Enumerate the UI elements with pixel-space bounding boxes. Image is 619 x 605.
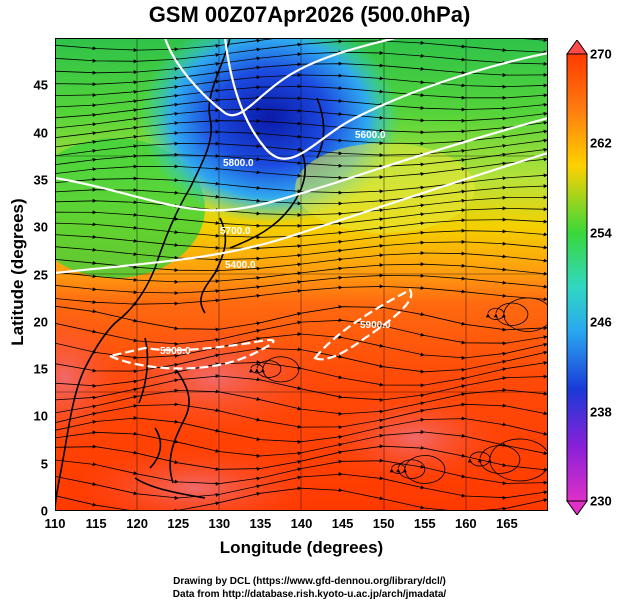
y-tick-label: 15 — [33, 361, 48, 377]
contour-label: 5900.0 — [160, 346, 191, 357]
x-tick-label: 110 — [44, 516, 66, 531]
streamline — [55, 284, 548, 307]
streamline — [493, 302, 529, 326]
streamline — [501, 297, 548, 332]
colorbar-tick-label: 254 — [590, 225, 612, 241]
credit-dcl: Drawing by DCL (https://www.gfd-dennou.o… — [173, 576, 446, 587]
contour-label: 5800.0 — [223, 158, 254, 169]
streamline — [254, 360, 282, 378]
x-axis-label: Longitude (degrees) — [219, 538, 384, 557]
colorbar-tick-label: 270 — [590, 46, 612, 62]
y-axis-label: Latitude (degrees) — [8, 198, 27, 346]
contour-label: 5400.0 — [225, 260, 256, 271]
x-tick-label: 115 — [85, 516, 107, 531]
contour-labels: 5400.0 5700.0 5600.0 5800.0 5900.0 5900.… — [160, 130, 391, 357]
map-panel: 5400.0 5700.0 5600.0 5800.0 5900.0 5900.… — [55, 38, 548, 511]
colorbar-tick-label: 230 — [590, 493, 612, 509]
y-tick-label: 10 — [33, 408, 48, 424]
streamline — [487, 438, 548, 482]
chart-title: GSM 00Z07Apr2026 (500.0hPa) — [148, 2, 471, 27]
x-tick-label: 140 — [290, 516, 313, 531]
credit-data-source: Data from http://database.rish.kyoto-u.a… — [172, 589, 447, 600]
contour-label: 5600.0 — [355, 130, 386, 141]
colorbar-tick-label: 238 — [590, 404, 612, 420]
streamline — [260, 356, 300, 383]
contour-lines — [55, 38, 548, 370]
x-tick-label: 155 — [413, 516, 436, 531]
y-tick-label: 25 — [33, 267, 48, 282]
colorbar-tick-label: 246 — [590, 314, 612, 330]
y-tick-label: 40 — [33, 125, 48, 141]
y-tick-label: 20 — [33, 314, 48, 330]
colorbar-tick-label: 262 — [590, 135, 612, 151]
y-tick-label: 5 — [40, 456, 48, 472]
contour-label: 5700.0 — [220, 226, 251, 237]
y-tick-label: 0 — [40, 503, 48, 519]
x-tick-label: 135 — [249, 516, 272, 531]
colorbar — [566, 40, 588, 515]
y-tick-label: 45 — [33, 77, 48, 93]
wind-streamlines — [55, 38, 548, 511]
x-tick-label: 150 — [372, 516, 395, 531]
map-plot: 5400.0 5700.0 5600.0 5800.0 5900.0 5900.… — [55, 38, 548, 511]
x-tick-label: 165 — [496, 516, 518, 531]
streamline — [55, 486, 548, 511]
x-tick-label: 130 — [208, 516, 231, 531]
streamline — [396, 459, 426, 479]
y-tick-label: 30 — [33, 219, 48, 235]
x-tick-label: 160 — [454, 516, 477, 531]
y-tick-label: 35 — [33, 172, 48, 188]
x-tick-label: 120 — [126, 516, 149, 531]
x-tick-label: 125 — [167, 516, 190, 531]
streamline — [477, 445, 521, 474]
x-tick-label: 145 — [331, 516, 354, 531]
streamline — [402, 455, 446, 484]
contour-label: 5900.0 — [360, 320, 391, 331]
coastlines — [55, 38, 325, 511]
